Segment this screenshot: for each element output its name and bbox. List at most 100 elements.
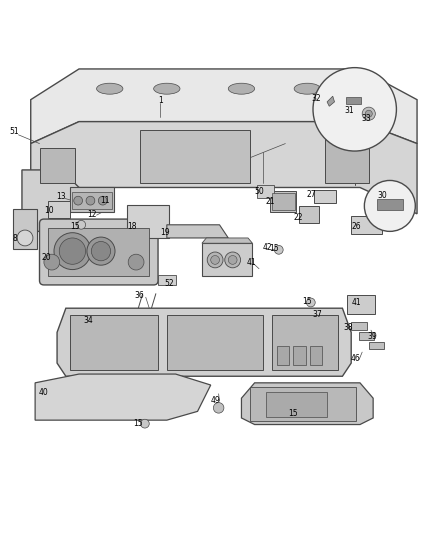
Text: 40: 40 [39, 388, 49, 397]
Circle shape [224, 252, 240, 268]
Text: 50: 50 [254, 188, 263, 196]
Circle shape [364, 181, 414, 231]
Text: 10: 10 [44, 206, 54, 215]
Bar [345, 98, 360, 104]
Polygon shape [35, 374, 210, 420]
Circle shape [364, 110, 371, 117]
Text: 52: 52 [164, 279, 173, 288]
Text: 30: 30 [376, 191, 386, 200]
Circle shape [312, 68, 396, 151]
Text: 42: 42 [262, 243, 272, 252]
Circle shape [213, 402, 223, 413]
Text: 38: 38 [343, 322, 352, 332]
Ellipse shape [293, 83, 320, 94]
Bar [276, 345, 288, 365]
Bar [269, 191, 296, 212]
Circle shape [207, 252, 223, 268]
Text: 12: 12 [87, 210, 97, 219]
Polygon shape [31, 122, 416, 214]
Bar [250, 387, 355, 421]
Bar [201, 243, 252, 276]
Text: 34: 34 [83, 316, 92, 325]
Circle shape [17, 230, 33, 246]
Circle shape [210, 255, 219, 264]
Text: 8: 8 [12, 234, 17, 243]
Bar [265, 392, 326, 417]
Text: 20: 20 [41, 253, 51, 262]
Circle shape [128, 254, 144, 270]
Polygon shape [201, 238, 252, 243]
Polygon shape [22, 170, 79, 231]
Polygon shape [166, 225, 228, 238]
Circle shape [87, 237, 115, 265]
Bar [324, 139, 368, 183]
Circle shape [296, 408, 304, 417]
Bar [140, 131, 250, 183]
Bar [48, 200, 70, 218]
Text: 1: 1 [158, 96, 162, 105]
Polygon shape [57, 308, 350, 376]
Bar [293, 345, 305, 365]
Polygon shape [31, 69, 416, 143]
Bar [350, 216, 381, 233]
Text: 21: 21 [265, 197, 275, 206]
Circle shape [44, 254, 60, 270]
Bar [358, 332, 374, 340]
Bar [70, 188, 114, 212]
Text: 22: 22 [293, 213, 303, 222]
Bar [376, 199, 402, 211]
Circle shape [98, 196, 107, 205]
Circle shape [228, 255, 237, 264]
Text: 33: 33 [361, 114, 371, 123]
Bar [158, 275, 175, 285]
Text: 19: 19 [159, 228, 169, 237]
Text: 26: 26 [351, 222, 360, 231]
Text: 39: 39 [367, 332, 376, 341]
Text: 49: 49 [210, 396, 219, 405]
Bar [39, 148, 74, 183]
Bar [313, 190, 335, 203]
Bar [368, 342, 383, 350]
Circle shape [86, 196, 95, 205]
Bar [272, 315, 337, 370]
Bar [256, 185, 274, 198]
Bar [299, 206, 318, 223]
Circle shape [140, 419, 149, 428]
Text: 15: 15 [133, 419, 143, 428]
Circle shape [74, 196, 82, 205]
Text: 11: 11 [99, 196, 109, 205]
Circle shape [59, 238, 85, 264]
Circle shape [54, 233, 91, 270]
Circle shape [361, 107, 374, 120]
Bar [48, 228, 149, 276]
Bar [70, 315, 158, 370]
Text: 13: 13 [56, 192, 65, 201]
Text: 15: 15 [70, 222, 79, 231]
Text: 27: 27 [306, 190, 316, 199]
Text: 32: 32 [311, 94, 320, 103]
Text: 41: 41 [351, 298, 360, 307]
Bar [346, 295, 374, 314]
Polygon shape [326, 96, 334, 106]
Text: 36: 36 [134, 290, 144, 300]
Text: 41: 41 [246, 257, 255, 266]
Text: 31: 31 [343, 106, 353, 115]
Text: 51: 51 [10, 127, 19, 136]
Polygon shape [241, 383, 372, 425]
Bar [127, 205, 169, 238]
Bar [271, 193, 294, 211]
Circle shape [91, 241, 110, 261]
Bar [309, 345, 321, 365]
Text: 46: 46 [350, 354, 360, 363]
Ellipse shape [228, 83, 254, 94]
Text: 15: 15 [269, 245, 279, 253]
Ellipse shape [96, 83, 123, 94]
Bar [72, 192, 112, 209]
Bar [166, 315, 263, 370]
Ellipse shape [153, 83, 180, 94]
Text: 15: 15 [288, 409, 297, 418]
Circle shape [274, 245, 283, 254]
FancyBboxPatch shape [39, 219, 158, 285]
Text: 18: 18 [127, 222, 136, 231]
Bar [350, 322, 366, 330]
